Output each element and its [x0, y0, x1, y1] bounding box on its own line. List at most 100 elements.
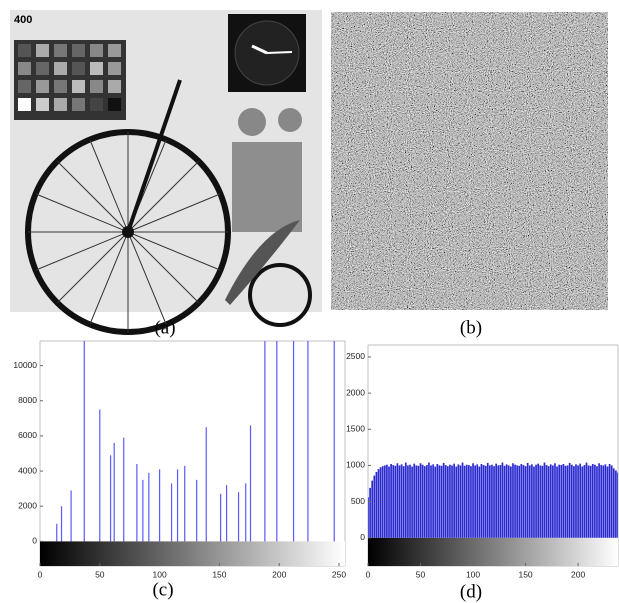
- x-tick-label: 200: [272, 569, 286, 579]
- bar: [434, 467, 436, 538]
- bar: [384, 465, 386, 537]
- bar: [560, 465, 562, 538]
- bar: [110, 455, 111, 541]
- bar: [392, 465, 394, 538]
- caption: (c): [152, 579, 173, 600]
- bar: [451, 465, 453, 537]
- plot-area: [40, 341, 345, 566]
- bar: [525, 466, 527, 538]
- x-tick-label: 200: [571, 569, 585, 579]
- bar: [556, 467, 558, 538]
- bar: [476, 464, 478, 537]
- bar: [485, 466, 487, 538]
- bar: [159, 469, 160, 541]
- bar: [581, 467, 583, 538]
- bar: [397, 463, 399, 538]
- bar: [521, 464, 523, 538]
- bar: [470, 466, 472, 538]
- bar: [380, 467, 382, 538]
- bar: [264, 330, 265, 541]
- bar: [605, 464, 607, 537]
- bar: [388, 467, 390, 538]
- bar: [588, 465, 590, 537]
- bar: [334, 330, 335, 541]
- bar: [405, 463, 407, 538]
- bar: [537, 464, 539, 538]
- bar: [495, 464, 497, 538]
- bar: [70, 490, 71, 541]
- bar: [369, 488, 371, 538]
- bar: [250, 425, 251, 541]
- bar: [481, 464, 483, 538]
- bar: [420, 463, 422, 538]
- bar: [508, 465, 510, 537]
- bar: [293, 330, 294, 541]
- bar: [550, 464, 552, 537]
- image-b: [331, 12, 608, 310]
- x-tick-label: 0: [38, 569, 43, 579]
- image-a: [10, 10, 322, 332]
- bar: [523, 465, 525, 538]
- x-tick-label: 100: [153, 569, 167, 579]
- y-tick-label: 2000: [346, 387, 365, 397]
- bar: [307, 330, 308, 541]
- bar: [462, 463, 464, 538]
- bar: [447, 466, 449, 538]
- bar: [493, 466, 495, 538]
- bar: [602, 465, 604, 537]
- bar: [594, 465, 596, 538]
- bar: [238, 492, 239, 541]
- bar: [422, 465, 424, 538]
- bar: [546, 465, 548, 538]
- bar: [615, 471, 617, 538]
- bar: [386, 465, 388, 538]
- bar: [491, 465, 493, 538]
- bar: [598, 463, 600, 538]
- bar: [609, 464, 611, 538]
- bar: [529, 465, 531, 537]
- bar: [449, 465, 451, 538]
- bar: [567, 465, 569, 537]
- bar: [413, 464, 415, 538]
- bar: [409, 465, 411, 538]
- bar: [516, 465, 518, 537]
- caption: (a): [154, 317, 175, 338]
- bar: [276, 330, 277, 541]
- bar: [584, 465, 586, 538]
- bar: [418, 466, 420, 538]
- bar: [512, 463, 514, 538]
- y-tick-label: 0: [360, 532, 365, 542]
- bar: [542, 466, 544, 538]
- bar: [468, 465, 470, 538]
- bar: [548, 466, 550, 538]
- bar: [565, 466, 567, 538]
- bar: [455, 467, 457, 538]
- y-tick-label: 6000: [18, 430, 37, 440]
- bar: [478, 467, 480, 538]
- bar: [518, 466, 520, 538]
- bar: [171, 483, 172, 541]
- x-tick-label: 250: [332, 569, 346, 579]
- bar: [571, 465, 573, 538]
- bar: [376, 472, 378, 538]
- bar: [443, 463, 445, 538]
- bar: [407, 465, 409, 537]
- bar: [403, 466, 405, 538]
- x-tick-label: 100: [466, 569, 480, 579]
- bar: [600, 465, 602, 538]
- bar: [457, 464, 459, 537]
- bar: [441, 466, 443, 538]
- y-tick-label: 8000: [18, 395, 37, 405]
- bar: [500, 465, 502, 538]
- y-tick-label: 1000: [346, 460, 365, 470]
- y-tick-label: 10000: [13, 360, 37, 370]
- bar: [142, 480, 143, 542]
- colorbar: [40, 541, 345, 566]
- bar: [577, 465, 579, 537]
- bar: [579, 464, 581, 538]
- bar: [123, 438, 124, 542]
- bar: [401, 464, 403, 537]
- bar: [527, 463, 529, 538]
- x-tick-label: 0: [366, 569, 371, 579]
- bar: [445, 465, 447, 538]
